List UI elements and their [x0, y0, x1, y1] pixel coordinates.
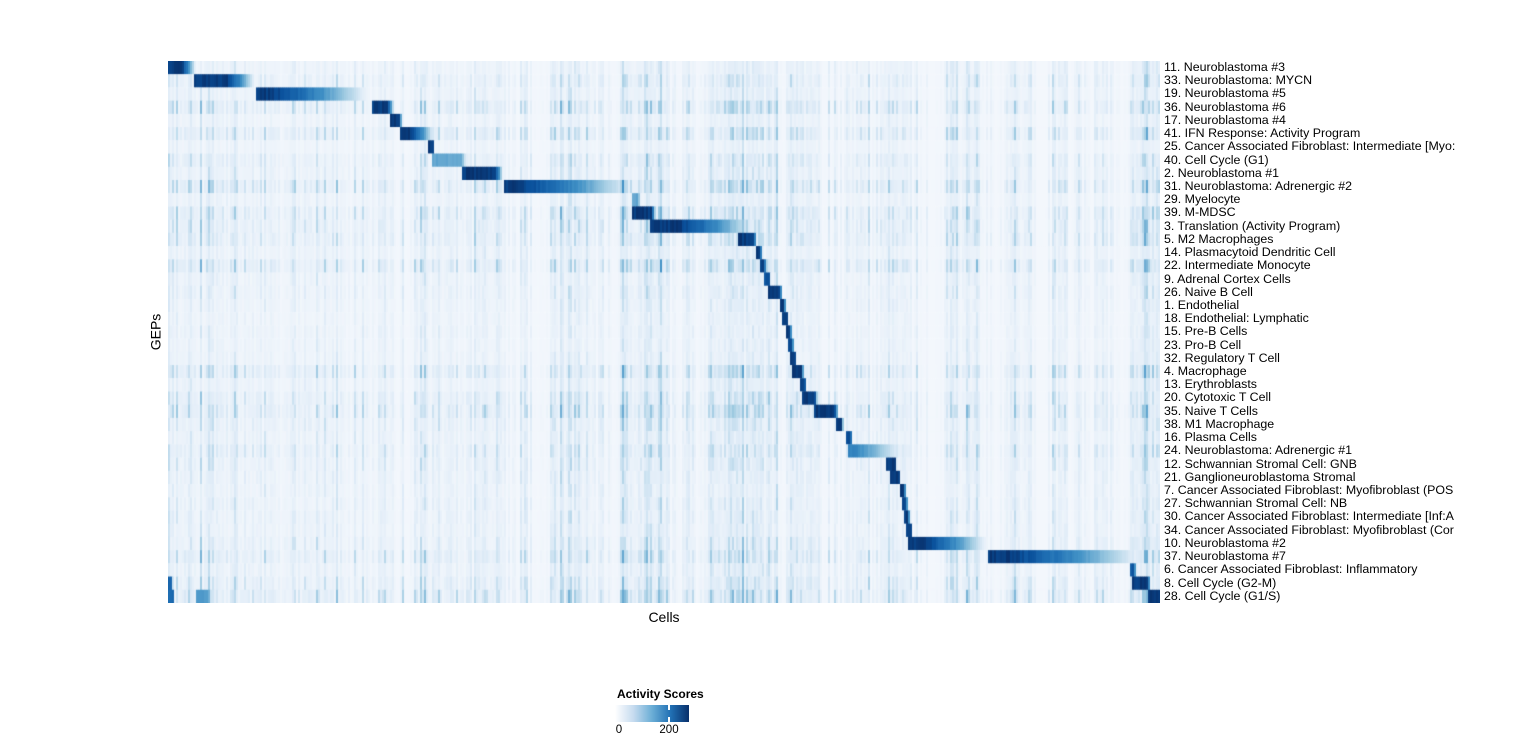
- y-axis-title: GEPs: [147, 313, 164, 351]
- row-label: 26. Naive B Cell: [1164, 284, 1253, 299]
- row-label: 22. Intermediate Monocyte: [1164, 258, 1311, 273]
- heatmap-canvas: [168, 61, 1160, 603]
- row-label: 38. M1 Macrophage: [1164, 416, 1275, 431]
- row-label: 5. M2 Macrophages: [1164, 231, 1274, 246]
- legend-tick-labels: 0 200: [615, 724, 835, 739]
- x-axis-title: Cells: [648, 609, 680, 625]
- row-labels: 11. Neuroblastoma #3 33. Neuroblastoma: M…: [1164, 60, 1540, 603]
- row-label: 21. Ganglioneuroblastoma Stromal: [1164, 469, 1356, 484]
- legend-tick-label-0: 0: [615, 724, 623, 736]
- legend-tick-label-200: 200: [659, 724, 679, 736]
- row-label: 15. Pre-B Cells: [1164, 324, 1248, 339]
- row-label: 41. IFN Response: Activity Program: [1164, 126, 1361, 141]
- row-label: 2. Neuroblastoma #1: [1164, 165, 1280, 180]
- row-label: 23. Pro-B Cell: [1164, 337, 1242, 352]
- row-label: 29. Myelocyte: [1164, 192, 1241, 207]
- row-label: 12. Schwannian Stromal Cell: GNB: [1164, 456, 1357, 471]
- row-label: 17. Neuroblastoma #4: [1164, 112, 1286, 127]
- row-label: 35. Naive T Cells: [1164, 403, 1258, 418]
- row-label: 25. Cancer Associated Fibroblast: Interm…: [1164, 139, 1456, 154]
- row-label: 7. Cancer Associated Fibroblast: Myofibr…: [1164, 483, 1454, 497]
- legend-title: Activity Scores: [617, 687, 704, 701]
- row-label: 31. Neuroblastoma: Adrenergic #2: [1164, 178, 1353, 193]
- row-label: 33. Neuroblastoma: MYCN: [1164, 73, 1313, 88]
- row-label: 18. Endothelial: Lymphatic: [1164, 311, 1309, 326]
- legend-tick-mark: [668, 705, 670, 710]
- row-label: 9. Adrenal Cortex Cells: [1164, 271, 1291, 286]
- row-label: 1. Endothelial: [1164, 297, 1240, 312]
- legend-gradient-bar: [615, 705, 689, 722]
- row-label: 19. Neuroblastoma #5: [1164, 86, 1286, 101]
- row-label: 13. Erythroblasts: [1164, 377, 1257, 392]
- row-label: 37. Neuroblastoma #7: [1164, 549, 1286, 564]
- row-label: 20. Cytotoxic T Cell: [1164, 390, 1271, 405]
- row-label: 32. Regulatory T Cell: [1164, 350, 1280, 365]
- y-axis-title-wrap: GEPs: [143, 61, 167, 603]
- row-label: 4. Macrophage: [1164, 364, 1247, 379]
- row-label: 30. Cancer Associated Fibroblast: Interm…: [1164, 509, 1454, 524]
- row-label: 24. Neuroblastoma: Adrenergic #1: [1164, 443, 1353, 458]
- row-label: 34. Cancer Associated Fibroblast: Myofib…: [1164, 522, 1454, 537]
- row-label: 6. Cancer Associated Fibroblast: Inflamm…: [1164, 562, 1418, 577]
- row-label: 10. Neuroblastoma #2: [1164, 535, 1286, 550]
- row-label: 3. Translation (Activity Program): [1164, 218, 1341, 233]
- row-label: 14. Plasmacytoid Dendritic Cell: [1164, 245, 1336, 260]
- row-label: 39. M-MDSC: [1164, 205, 1236, 220]
- row-label: 16. Plasma Cells: [1164, 430, 1257, 445]
- row-label: 11. Neuroblastoma #3: [1164, 60, 1285, 74]
- row-label: 8. Cell Cycle (G2-M): [1164, 575, 1277, 590]
- legend-tick-mark: [668, 717, 670, 722]
- row-label: 36. Neuroblastoma #6: [1164, 99, 1286, 114]
- row-label: 28. Cell Cycle (G1/S): [1164, 588, 1281, 603]
- row-label: 27. Schwannian Stromal Cell: NB: [1164, 496, 1348, 511]
- row-label: 40. Cell Cycle (G1): [1164, 152, 1269, 167]
- legend: Activity Scores 0 200: [615, 687, 835, 739]
